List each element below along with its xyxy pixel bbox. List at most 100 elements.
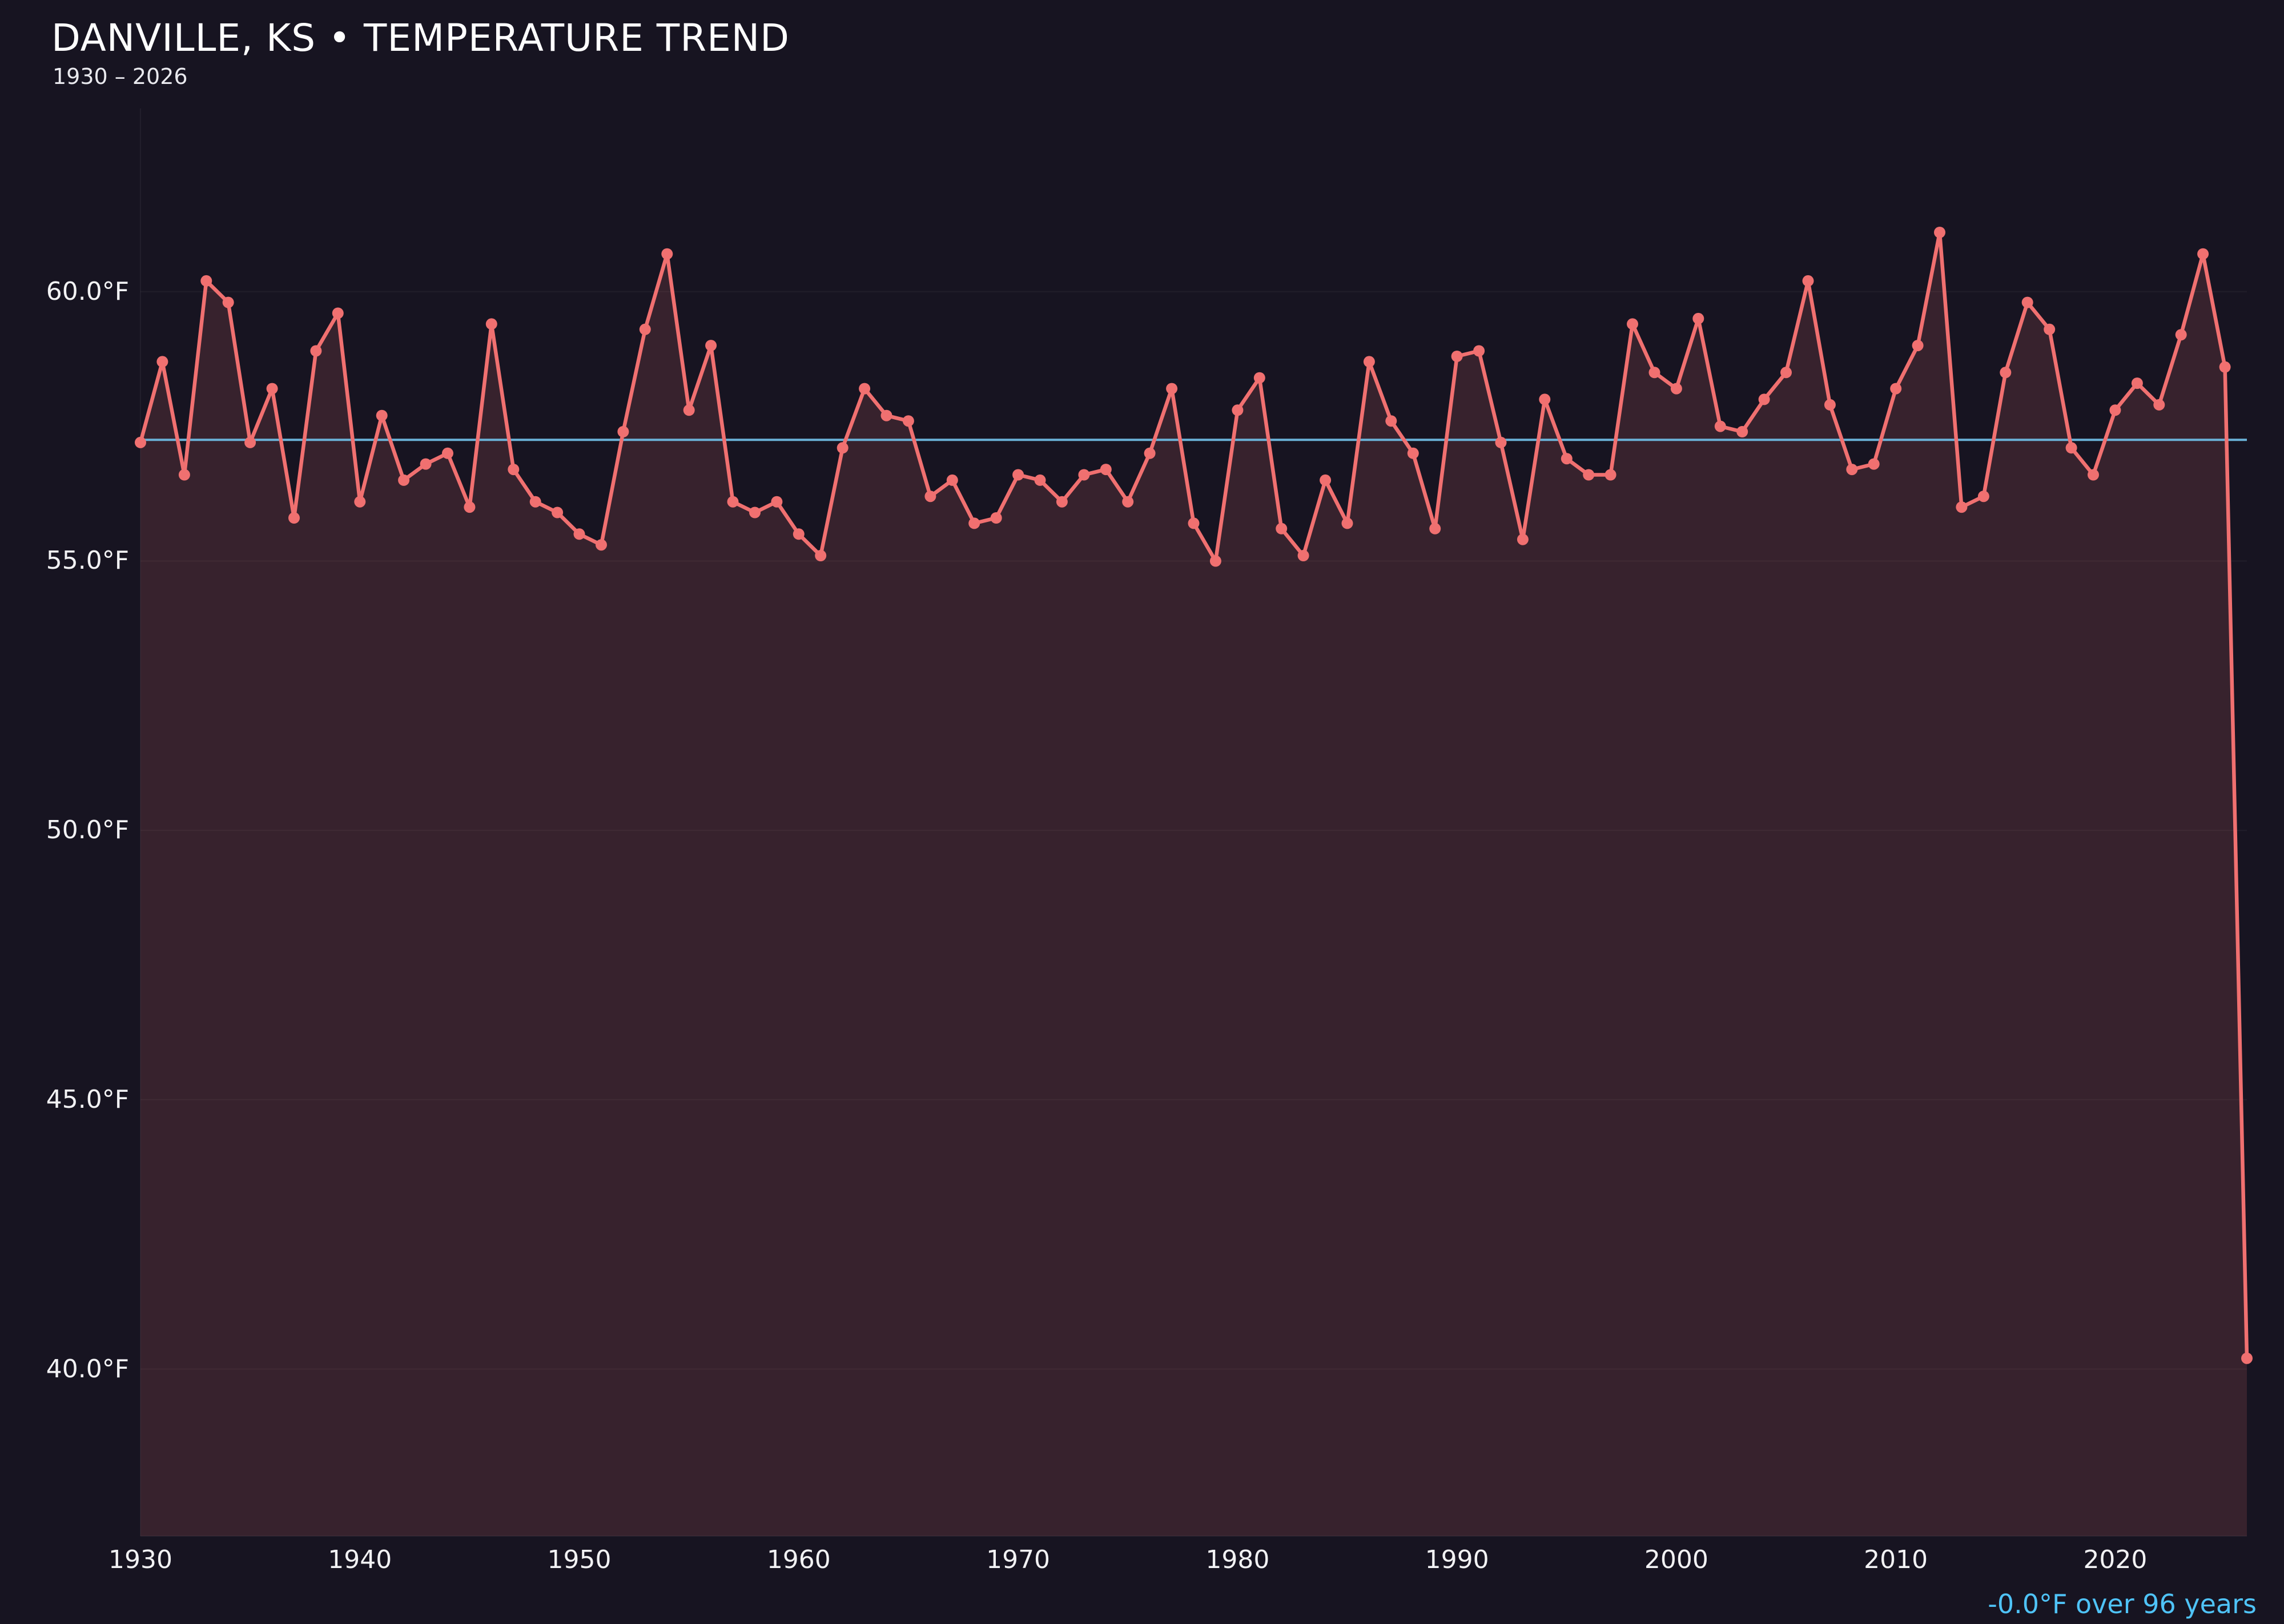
data-point bbox=[266, 383, 278, 395]
data-point bbox=[1890, 383, 1902, 395]
data-point bbox=[1320, 474, 1332, 486]
data-point bbox=[1429, 522, 1441, 534]
data-point bbox=[705, 340, 717, 352]
data-point bbox=[2131, 377, 2143, 389]
data-point bbox=[1846, 464, 1858, 476]
data-point bbox=[1473, 345, 1485, 357]
data-point bbox=[244, 436, 256, 448]
data-point bbox=[661, 248, 673, 260]
data-point bbox=[332, 307, 344, 319]
data-point bbox=[1385, 415, 1397, 427]
data-point bbox=[156, 356, 168, 368]
data-point bbox=[135, 436, 146, 448]
y-tick-label: 50.0°F bbox=[46, 815, 129, 845]
x-tick-label: 1940 bbox=[328, 1545, 392, 1574]
data-point bbox=[1868, 458, 1880, 470]
data-point bbox=[2241, 1352, 2253, 1364]
data-point bbox=[1758, 393, 1770, 405]
data-point bbox=[1166, 383, 1178, 395]
data-point bbox=[815, 550, 827, 561]
data-point bbox=[1034, 474, 1046, 486]
data-point bbox=[1539, 393, 1551, 405]
x-tick-label: 2010 bbox=[1864, 1545, 1928, 1574]
data-point bbox=[529, 496, 541, 508]
data-point bbox=[2000, 367, 2012, 379]
data-point bbox=[464, 501, 476, 513]
data-point bbox=[1824, 399, 1836, 411]
x-tick-label: 1950 bbox=[547, 1545, 612, 1574]
data-point bbox=[1012, 469, 1024, 481]
data-point bbox=[639, 323, 651, 335]
data-point bbox=[420, 458, 432, 470]
data-point bbox=[485, 318, 497, 330]
data-point bbox=[508, 464, 520, 476]
data-point bbox=[1209, 555, 1221, 567]
data-point bbox=[617, 426, 629, 437]
data-point bbox=[924, 491, 936, 503]
data-point bbox=[288, 512, 300, 524]
data-point bbox=[1232, 404, 1244, 416]
data-point bbox=[880, 409, 892, 421]
y-tick-label: 55.0°F bbox=[46, 546, 129, 576]
data-point bbox=[990, 512, 1002, 524]
data-point bbox=[2197, 248, 2209, 260]
data-point bbox=[2109, 404, 2121, 416]
chart-subtitle: 1930 – 2026 bbox=[53, 64, 188, 89]
data-point bbox=[2088, 469, 2099, 481]
data-point bbox=[1648, 367, 1660, 379]
y-tick-label: 40.0°F bbox=[46, 1354, 129, 1384]
data-point bbox=[1363, 356, 1375, 368]
data-point bbox=[1056, 496, 1068, 508]
data-point bbox=[1605, 469, 1617, 481]
data-point bbox=[398, 474, 410, 486]
data-point bbox=[596, 539, 607, 551]
data-point bbox=[1627, 318, 1638, 330]
data-point bbox=[1517, 533, 1529, 545]
trend-summary-label: -0.0°F over 96 years bbox=[1988, 1589, 2257, 1619]
data-point bbox=[2153, 399, 2165, 411]
data-point bbox=[1977, 491, 1989, 503]
page-title: DANVILLE, KS • TEMPERATURE TREND bbox=[51, 16, 790, 60]
data-point bbox=[1495, 436, 1507, 448]
data-point bbox=[552, 507, 564, 518]
data-point bbox=[1561, 453, 1573, 465]
data-point bbox=[968, 517, 980, 529]
data-point bbox=[573, 528, 585, 540]
data-point bbox=[749, 507, 761, 518]
data-point bbox=[354, 496, 366, 508]
data-point bbox=[859, 383, 871, 395]
y-tick-label: 45.0°F bbox=[46, 1084, 129, 1114]
data-point bbox=[1253, 372, 1265, 384]
data-point bbox=[727, 496, 739, 508]
data-point bbox=[793, 528, 805, 540]
data-point bbox=[1407, 447, 1419, 459]
data-point bbox=[1736, 426, 1748, 437]
data-point bbox=[2175, 329, 2187, 341]
data-point bbox=[1934, 227, 1945, 238]
data-point bbox=[310, 345, 322, 357]
y-tick-label: 60.0°F bbox=[46, 276, 129, 306]
data-point bbox=[1451, 351, 1463, 362]
data-point bbox=[178, 469, 190, 481]
data-point bbox=[200, 275, 212, 287]
data-point bbox=[1100, 464, 1112, 476]
data-point bbox=[1078, 469, 1090, 481]
data-point bbox=[1780, 367, 1792, 379]
x-tick-label: 1970 bbox=[986, 1545, 1051, 1574]
data-point bbox=[1144, 447, 1156, 459]
x-tick-label: 1960 bbox=[766, 1545, 831, 1574]
x-tick-label: 1980 bbox=[1205, 1545, 1270, 1574]
x-tick-label: 2000 bbox=[1644, 1545, 1708, 1574]
data-point bbox=[771, 496, 783, 508]
x-tick-label: 2020 bbox=[2083, 1545, 2148, 1574]
data-point bbox=[442, 447, 453, 459]
data-point bbox=[1122, 496, 1134, 508]
data-point bbox=[902, 415, 914, 427]
data-point bbox=[1297, 550, 1309, 561]
data-point bbox=[1802, 275, 1814, 287]
data-point bbox=[1714, 420, 1726, 432]
data-point bbox=[1188, 517, 1200, 529]
data-point bbox=[1692, 312, 1704, 324]
